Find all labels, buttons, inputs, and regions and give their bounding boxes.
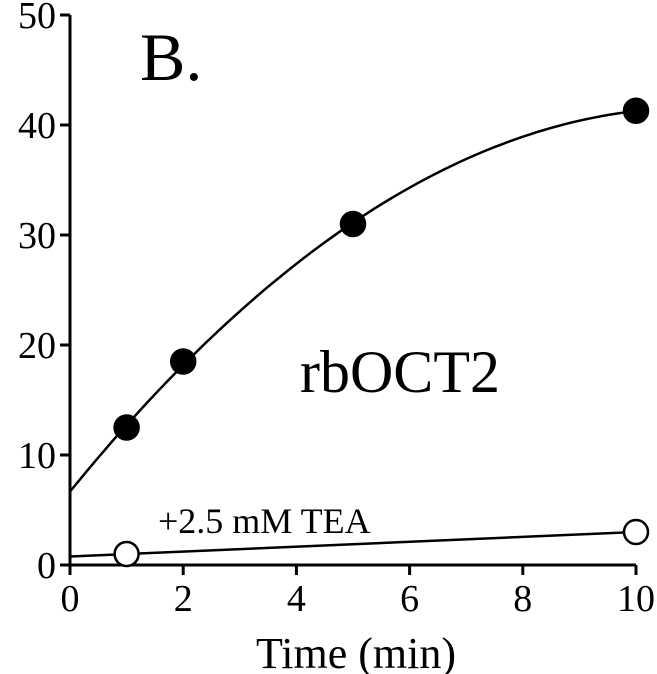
x-tick-label: 0 bbox=[61, 578, 80, 620]
x-tick-label: 4 bbox=[287, 578, 306, 620]
fit-curves bbox=[69, 109, 637, 558]
x-tick-label: 10 bbox=[617, 578, 655, 620]
axes: 0 10 20 30 40 50 0 2 4 6 8 10 bbox=[18, 0, 655, 620]
y-tick-label: 0 bbox=[37, 545, 56, 587]
filled-data-point bbox=[622, 97, 650, 124]
fit-curve-1 bbox=[69, 530, 637, 558]
y-tick-label: 10 bbox=[18, 435, 56, 477]
series-label-rboct2: rbOCT2 bbox=[300, 339, 500, 405]
filled-data-point bbox=[113, 414, 140, 441]
x-axis-title: Time (min) bbox=[256, 629, 456, 674]
y-tick-label: 30 bbox=[18, 215, 56, 257]
panel-label: B. bbox=[140, 19, 202, 95]
data-points bbox=[113, 97, 650, 568]
open-data-point bbox=[113, 540, 140, 568]
y-tick-label: 50 bbox=[18, 0, 56, 37]
y-tick-label: 20 bbox=[18, 325, 56, 367]
filled-data-point bbox=[169, 348, 197, 375]
x-tick-label: 6 bbox=[400, 578, 419, 620]
filled-data-point bbox=[339, 210, 367, 238]
y-tick-label: 40 bbox=[18, 105, 56, 147]
x-tick-label: 8 bbox=[513, 578, 532, 620]
x-tick-label: 2 bbox=[174, 578, 193, 620]
series-label-tea: +2.5 mM TEA bbox=[158, 501, 371, 541]
fit-curve-0 bbox=[69, 109, 637, 493]
open-data-point bbox=[622, 518, 650, 546]
